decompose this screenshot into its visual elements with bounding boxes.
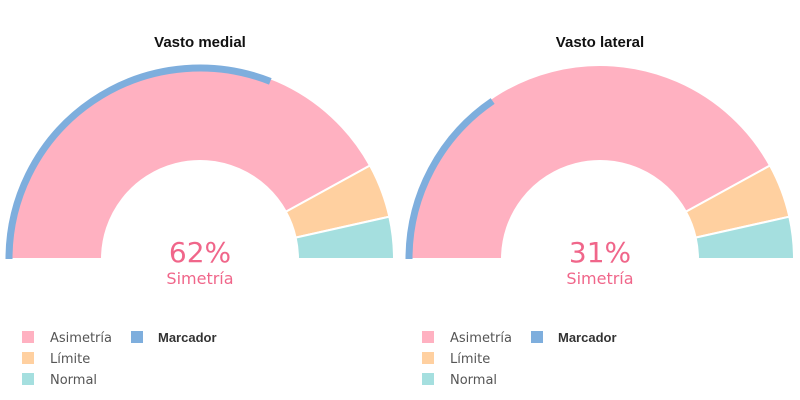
marker-arc: [405, 98, 495, 260]
center-value: 62%: [169, 236, 231, 269]
legend-swatch-normal: [22, 373, 34, 385]
legend-label-marcador: Marcador: [158, 330, 217, 345]
center-label: Simetría: [166, 269, 233, 288]
legend-swatch-limite: [22, 352, 34, 364]
legend-label-asimetria: Asimetría: [450, 331, 512, 346]
legend: Asimetría Límite Normal Marcador: [422, 330, 617, 388]
gauge-panel-vasto-medial: Vasto medial 62% Simetría Asimetría Lími…: [5, 34, 395, 388]
legend-label-limite: Límite: [50, 352, 90, 367]
legend-label-marcador: Marcador: [558, 330, 617, 345]
center-value: 31%: [569, 236, 631, 269]
chart-title: Vasto lateral: [556, 34, 644, 51]
legend-swatch-marcador: [131, 331, 143, 343]
gauge-chart-vasto-lateral: Vasto lateral 31% Simetría Asimetría Lím…: [405, 34, 795, 388]
legend-swatch-normal: [422, 373, 434, 385]
legend-label-limite: Límite: [450, 352, 490, 367]
chart-title: Vasto medial: [154, 34, 246, 51]
gauge-segment-normal: [294, 215, 395, 260]
legend: Asimetría Límite Normal Marcador: [22, 330, 217, 388]
legend-label-asimetria: Asimetría: [50, 331, 112, 346]
gauge-segments: [5, 64, 395, 260]
gauge-segment-normal: [694, 215, 795, 260]
legend-swatch-marcador: [531, 331, 543, 343]
center-label: Simetría: [566, 269, 633, 288]
gauge-chart-vasto-medial: Vasto medial 62% Simetría Asimetría Lími…: [5, 34, 395, 388]
gauge-segments: [405, 64, 795, 260]
legend-label-normal: Normal: [450, 373, 497, 388]
legend-swatch-asimetria: [22, 331, 34, 343]
legend-label-normal: Normal: [50, 373, 97, 388]
legend-swatch-limite: [422, 352, 434, 364]
legend-swatch-asimetria: [422, 331, 434, 343]
marker-arc: [5, 64, 272, 260]
gauge-panel-vasto-lateral: Vasto lateral 31% Simetría Asimetría Lím…: [400, 0, 800, 400]
